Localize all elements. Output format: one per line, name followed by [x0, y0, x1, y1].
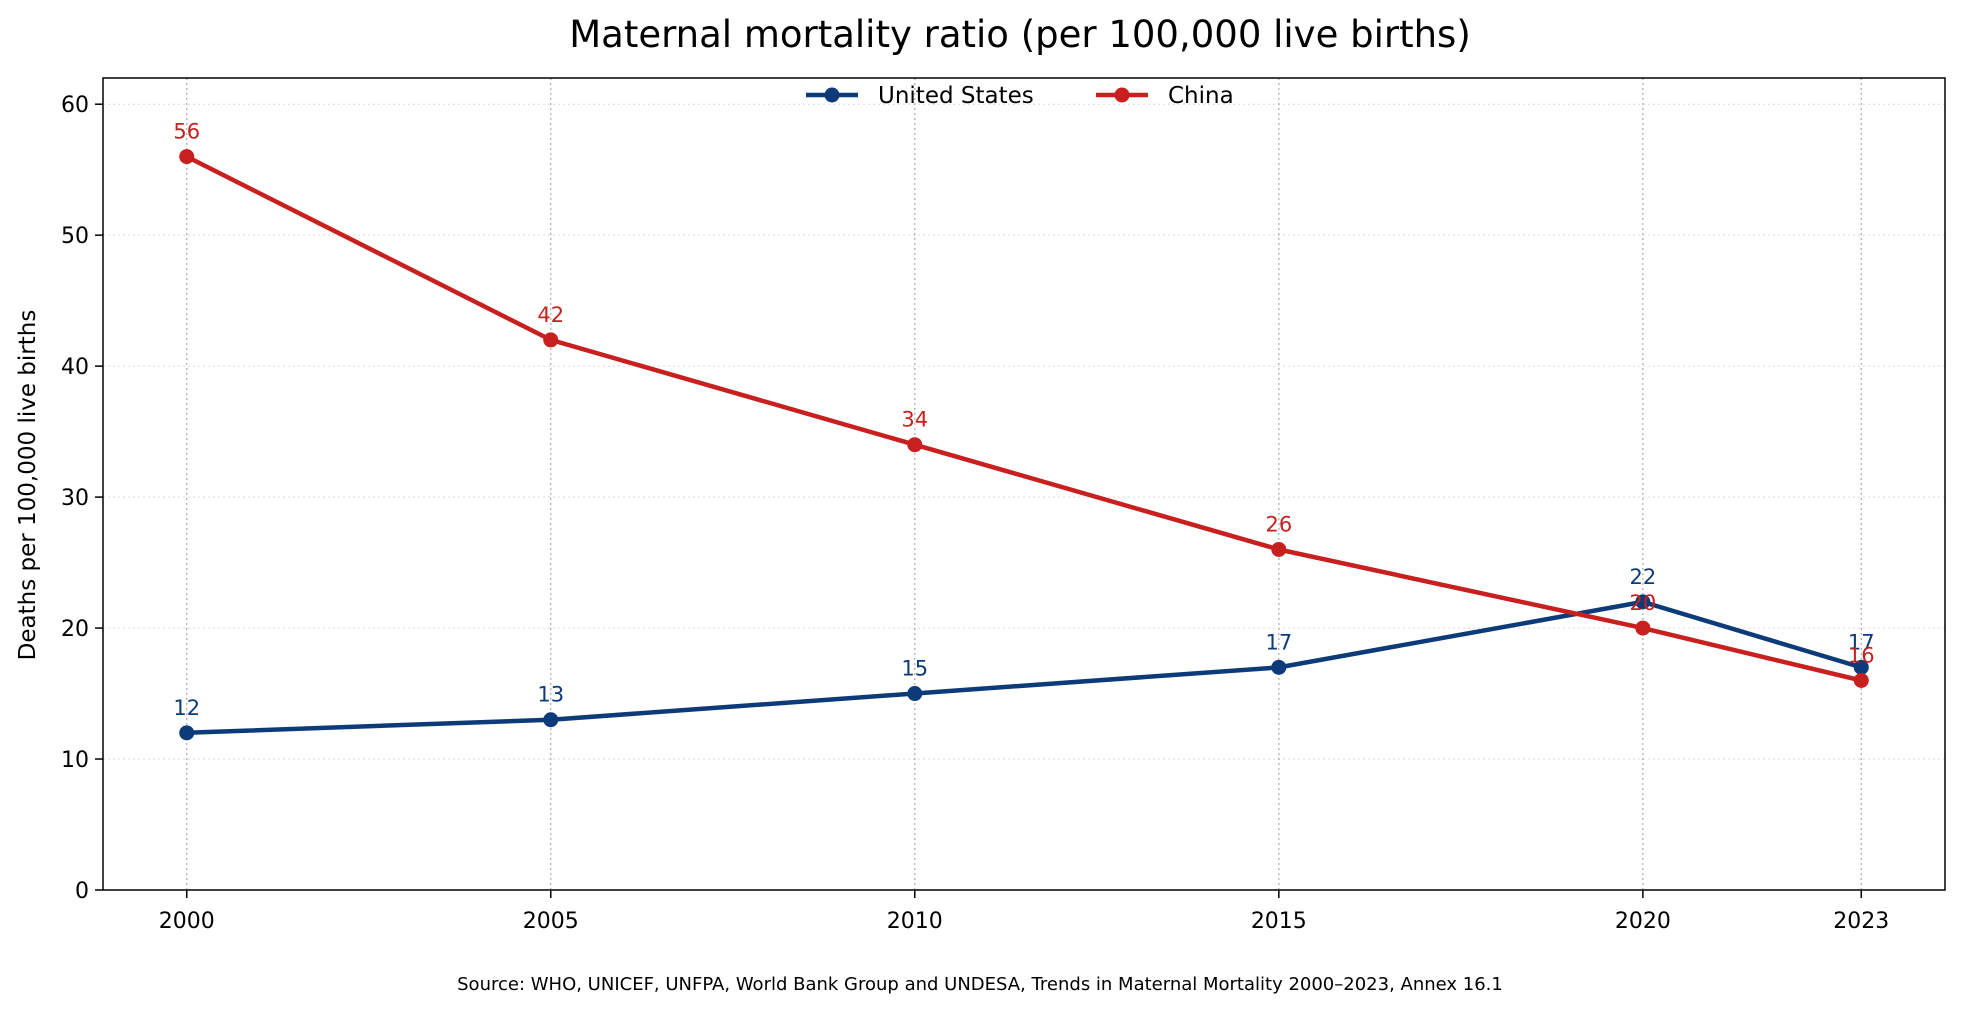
- data-label: 56: [173, 120, 200, 144]
- legend-swatch-marker: [1114, 87, 1130, 103]
- legend-label: China: [1168, 83, 1234, 109]
- data-label: 26: [1265, 512, 1292, 536]
- series-line: [184, 154, 1864, 683]
- y-tick-label: 0: [75, 879, 89, 904]
- data-point: [1853, 659, 1869, 675]
- data-label: 22: [1629, 565, 1656, 589]
- data-point: [179, 725, 195, 741]
- y-tick-label: 50: [61, 224, 89, 249]
- data-label: 34: [901, 408, 928, 432]
- x-tick-label: 2015: [1251, 909, 1307, 934]
- legend[interactable]: United States China: [806, 83, 1234, 109]
- data-point: [543, 332, 559, 348]
- data-point: [1635, 620, 1651, 636]
- data-point: [1271, 541, 1287, 557]
- y-tick-label: 30: [61, 486, 89, 511]
- data-label: 42: [537, 303, 564, 327]
- data-label: 12: [173, 696, 200, 720]
- source-note: Source: WHO, UNICEF, UNFPA, World Bank G…: [457, 974, 1503, 995]
- chart-title: Maternal mortality ratio (per 100,000 li…: [569, 13, 1471, 56]
- grid-lines: [103, 78, 1945, 891]
- y-tick-label: 10: [61, 748, 89, 773]
- data-point: [1271, 659, 1287, 675]
- series-line: [184, 599, 1864, 736]
- series-group: 56 42 34 26 20 16: [173, 120, 1875, 688]
- legend-item[interactable]: China: [1096, 83, 1234, 109]
- x-tick-label: 2010: [887, 909, 943, 934]
- data-point: [1635, 594, 1651, 610]
- data-label: 20: [1629, 591, 1656, 615]
- x-tick-label: 2023: [1833, 909, 1889, 934]
- y-tick-label: 20: [61, 617, 89, 642]
- y-axis-label: Deaths per 100,000 live births: [15, 310, 41, 661]
- y-tick-label: 40: [61, 355, 89, 380]
- data-point: [179, 149, 195, 165]
- x-tick-label: 2005: [523, 909, 579, 934]
- legend-item[interactable]: United States: [806, 83, 1034, 109]
- legend-swatch-marker: [824, 87, 840, 103]
- y-tick-label: 60: [61, 93, 89, 118]
- series-layer: 12 13 15 17 22 17 56 42 34 26 20 16: [173, 120, 1875, 741]
- data-label: 15: [901, 657, 928, 681]
- data-point: [1853, 672, 1869, 688]
- data-point: [543, 712, 559, 728]
- data-label: 17: [1848, 630, 1875, 654]
- legend-label: United States: [878, 83, 1034, 109]
- plot-frame: [102, 77, 1946, 891]
- x-tick-label: 2020: [1615, 909, 1671, 934]
- data-label: 16: [1848, 643, 1875, 667]
- data-point: [907, 437, 923, 453]
- x-tick-label: 2000: [159, 909, 215, 934]
- series-group: 12 13 15 17 22 17: [173, 565, 1875, 741]
- data-label: 17: [1265, 630, 1292, 654]
- data-label: 13: [537, 683, 564, 707]
- data-point: [907, 686, 923, 702]
